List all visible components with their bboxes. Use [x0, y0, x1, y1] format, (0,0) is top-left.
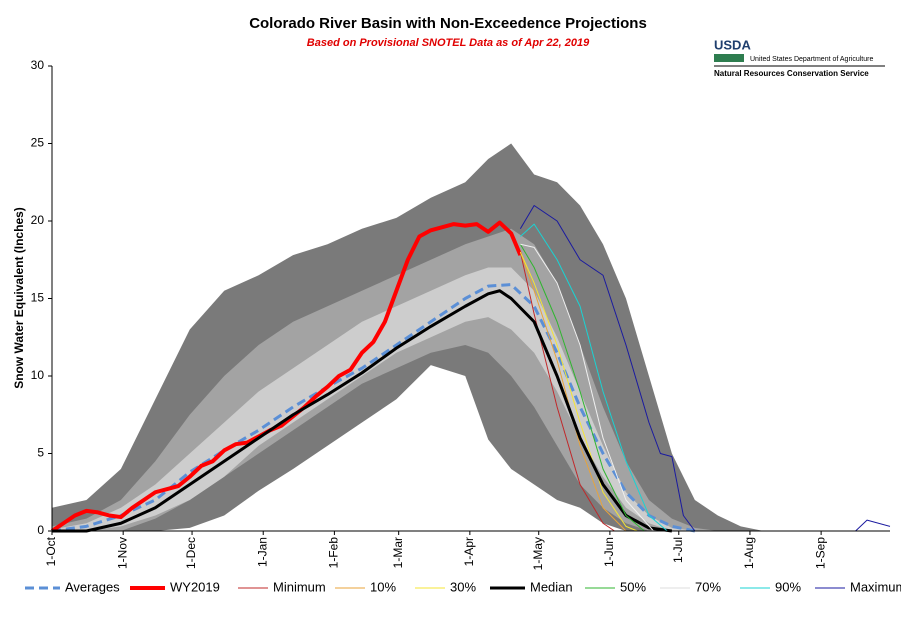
legend-label: 30% [450, 579, 476, 594]
x-tick-label: 1-Jun [602, 537, 616, 567]
legend-label: Maximum [850, 579, 901, 594]
y-tick-label: 30 [31, 58, 45, 72]
logo-line1: United States Department of Agriculture [750, 56, 873, 63]
series-line [520, 243, 654, 532]
logo: USDA United States Department of Agricul… [714, 37, 885, 78]
y-tick-label: 10 [31, 368, 45, 382]
legend: Averages WY2019 Minimum 10% 30% Median 50% 70% 9… [25, 579, 901, 594]
x-tick-label: 1-Dec [184, 537, 198, 569]
legend-label: 70% [695, 579, 721, 594]
series-line [519, 243, 645, 532]
legend-label: Minimum [273, 579, 326, 594]
chart-subtitle: Based on Provisional SNOTEL Data as of A… [307, 37, 590, 49]
x-tick-label: 1-Aug [742, 537, 756, 569]
x-tick-label: 1-Feb [327, 537, 341, 569]
range-band [52, 267, 695, 531]
x-tick-label: 1-Sep [813, 537, 827, 569]
y-tick-label: 0 [37, 523, 44, 537]
plot-area [50, 143, 891, 533]
y-tick-label: 15 [31, 291, 45, 305]
legend-label: 90% [775, 579, 801, 594]
logo-mark: USDA [714, 37, 751, 52]
y-axis-title: Snow Water Equivalent (Inches) [12, 207, 26, 389]
y-tick-label: 5 [37, 446, 44, 460]
series-line [52, 289, 673, 533]
logo-line2: Natural Resources Conservation Service [714, 69, 869, 78]
legend-label: 50% [620, 579, 646, 594]
x-tick-label: 1-May [531, 537, 545, 570]
y-tick-label: 25 [31, 136, 45, 150]
legend-label: WY2019 [170, 579, 220, 594]
x-tick-label: 1-Oct [44, 536, 58, 566]
series-line [51, 283, 696, 533]
chart-title: Colorado River Basin with Non-Exceedence… [249, 15, 647, 32]
x-tick-label: 1-Apr [462, 537, 476, 566]
legend-label: 10% [370, 579, 396, 594]
x-tick-label: 1-Jul [671, 537, 685, 563]
series-line [50, 220, 523, 533]
legend-label: Averages [65, 579, 120, 594]
logo-bar [714, 54, 744, 62]
series-line [519, 251, 615, 532]
x-tick-label: 1-Nov [115, 537, 129, 569]
legend-label: Median [530, 579, 573, 594]
x-tick-label: 1-Jan [255, 537, 269, 567]
x-tick-label: 1-Mar [391, 537, 405, 568]
series-line [520, 223, 668, 532]
y-tick-label: 20 [31, 213, 45, 227]
series-line [519, 251, 638, 532]
